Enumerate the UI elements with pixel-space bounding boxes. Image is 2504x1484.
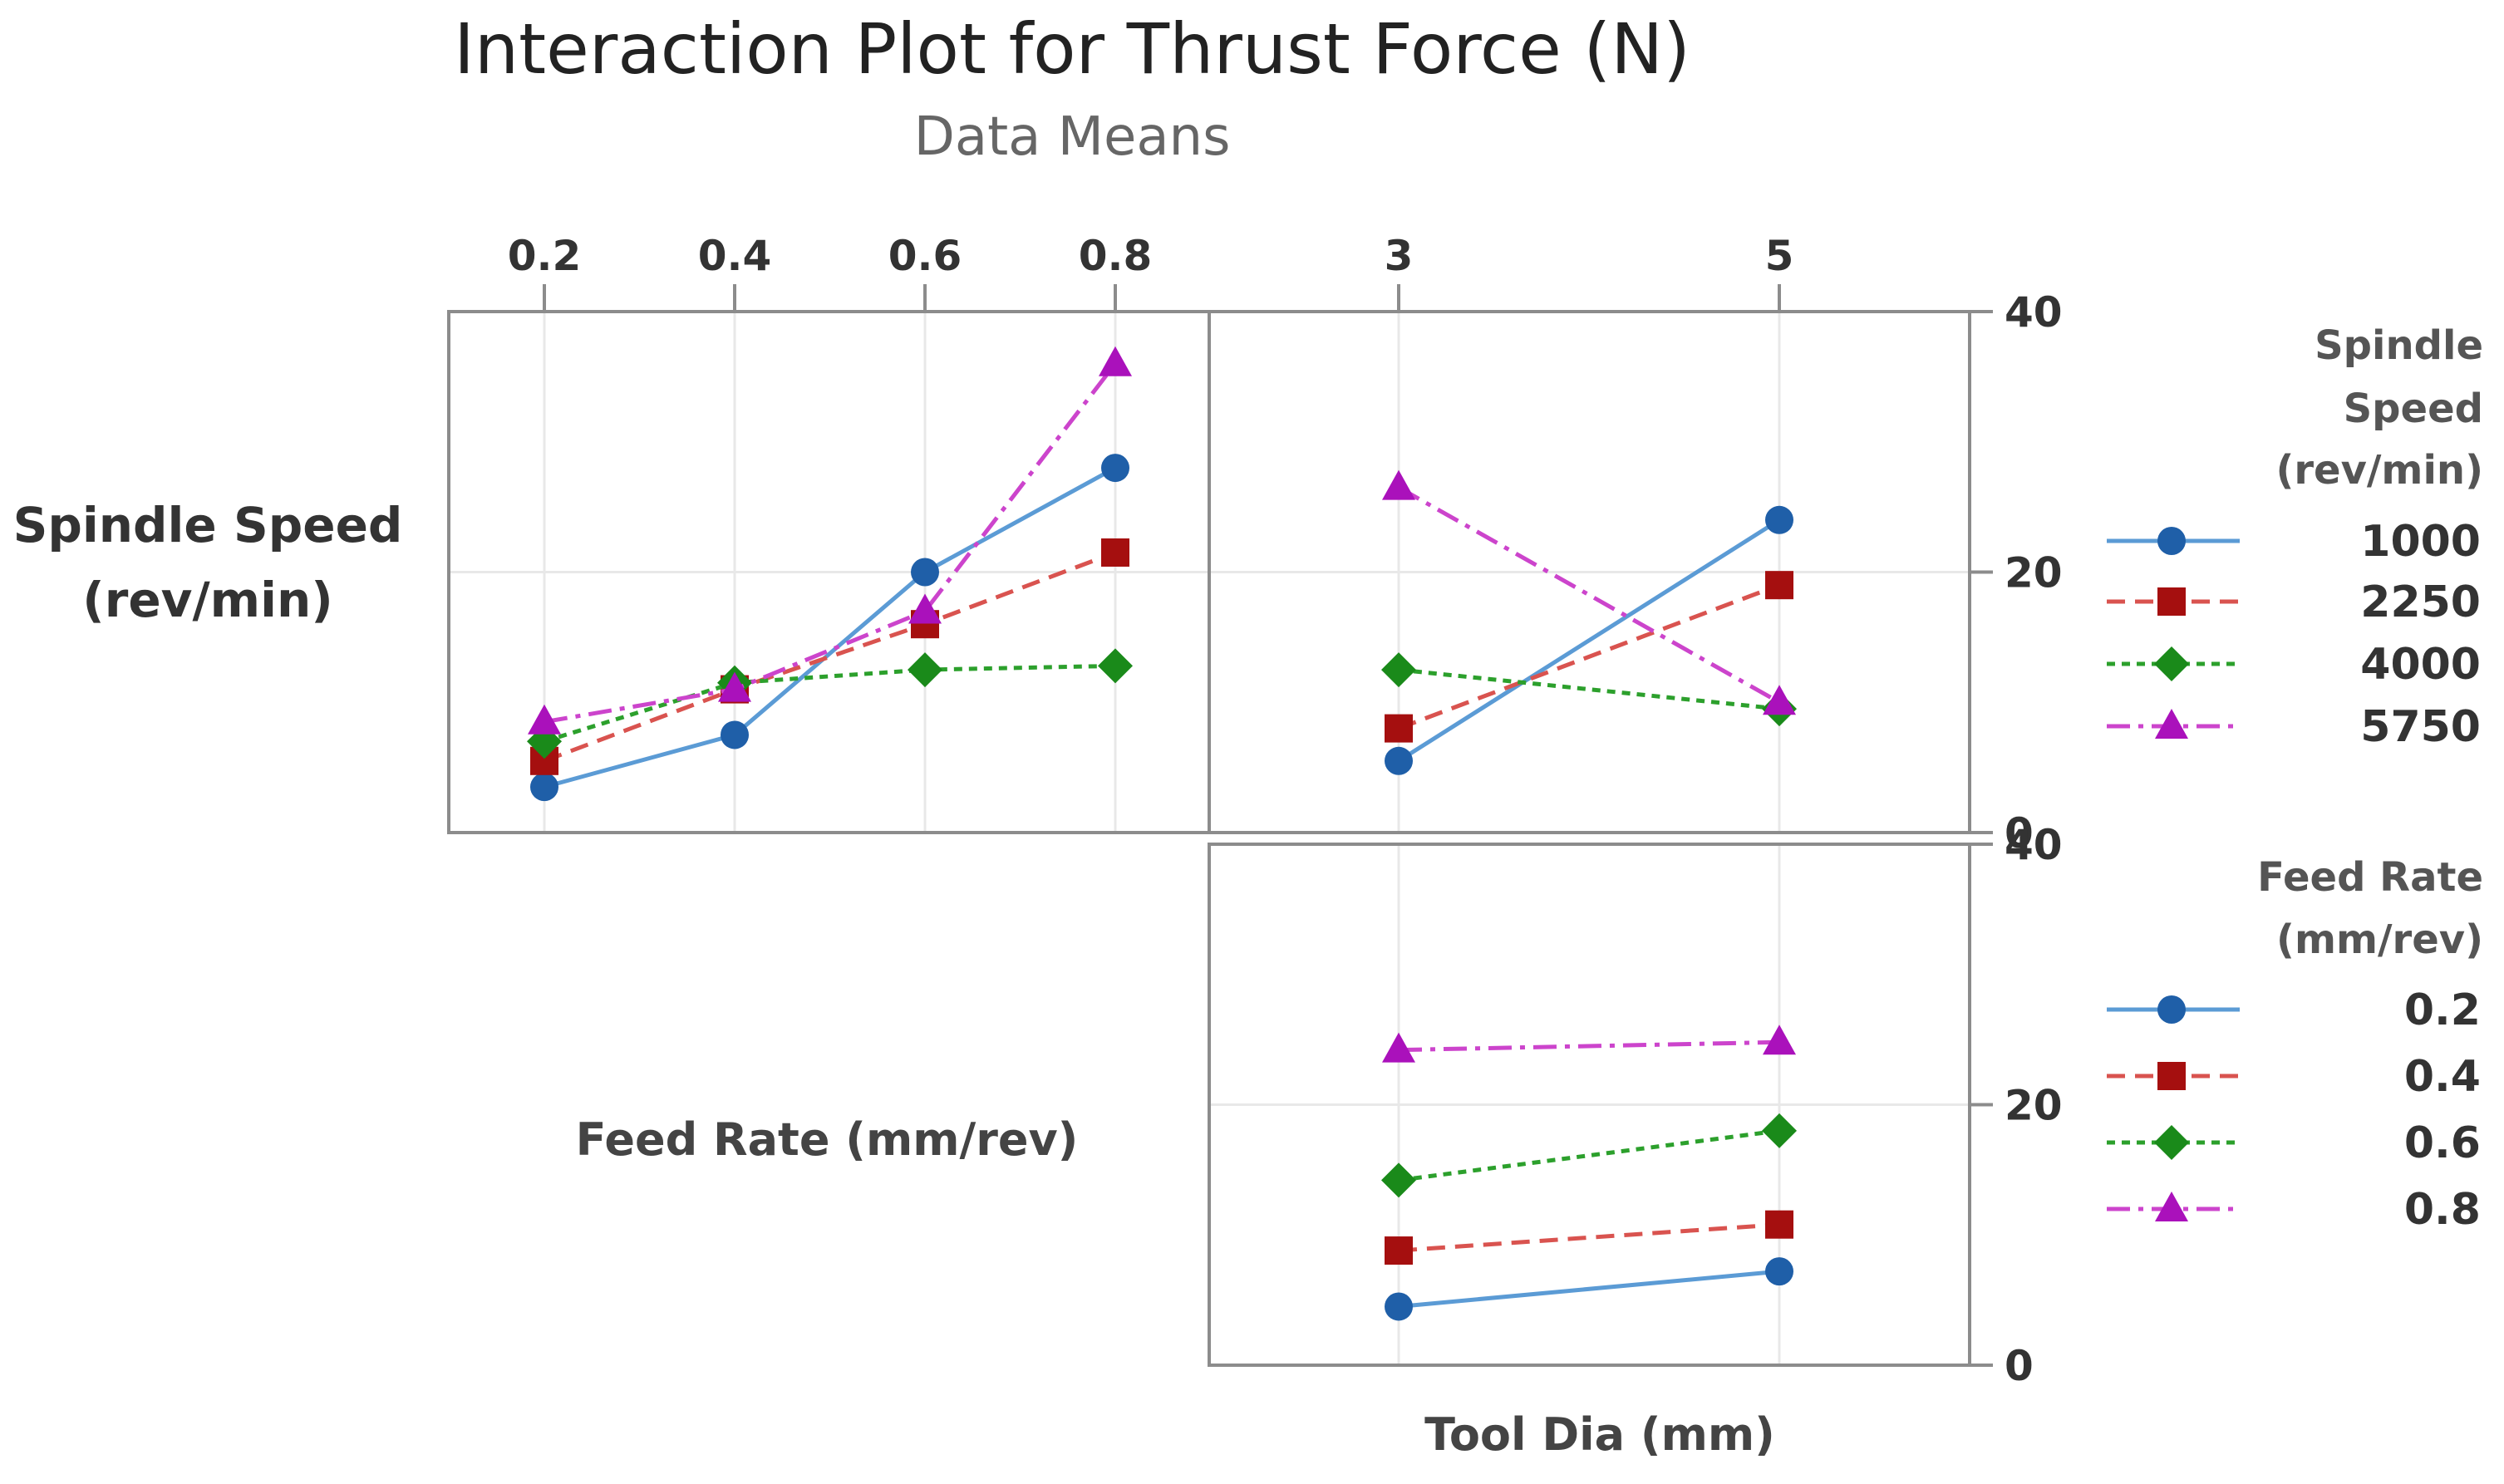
legend-entry-0.4: 0.4 [2404, 1052, 2481, 1102]
row-label-feed-rate: Feed Rate (mm/rev) [576, 1113, 1079, 1166]
legends: Spindle Speed (rev/min) 1000 2250 4000 5750 Fee… [2107, 322, 2483, 1235]
data-point-4000 [908, 652, 942, 688]
series-line-2250 [1398, 582, 1780, 730]
data-point-5750 [528, 704, 561, 735]
series-line-4000 [544, 663, 1116, 744]
data-point-2250 [1765, 571, 1793, 600]
chart-title: Interaction Plot for Thrust Force (N) [454, 8, 1690, 90]
y-tick-label: 20 [2005, 1082, 2063, 1130]
data-point-5750 [908, 593, 942, 624]
data-point-4000 [1381, 652, 1416, 688]
legend-marker-0.4 [2157, 1062, 2186, 1090]
data-point-0.8 [1763, 1025, 1796, 1055]
legend-title: (mm/rev) [2276, 916, 2483, 963]
legend-title: Feed Rate [2257, 854, 2483, 901]
y-tick-label: 0 [2005, 1342, 2034, 1390]
legend-marker-1000 [2157, 527, 2186, 555]
series-line-0.2 [1398, 1269, 1780, 1309]
series-line-5750 [1397, 485, 1781, 705]
series-line-5750 [544, 362, 1117, 725]
series-line-0.8 [1398, 1039, 1780, 1053]
x-tick-feed-rate: 0.2 [508, 232, 582, 280]
data-point-0.6 [1762, 1113, 1797, 1148]
data-point-5750 [1099, 346, 1132, 376]
data-point-0.6 [1381, 1162, 1416, 1198]
panel-spindle_vs_tooldia [1208, 310, 1971, 834]
series-line-1000 [1397, 518, 1781, 763]
x-axis-title-tool-dia: Tool Dia (mm) [1424, 1408, 1775, 1461]
x-tick-feed-rate: 0.8 [1079, 232, 1153, 280]
legend-1: Feed Rate (mm/rev) 0.2 0.4 0.6 0.8 [2107, 854, 2483, 1235]
data-point-5750 [1382, 469, 1415, 500]
series-line-1000 [544, 465, 1117, 789]
data-point-0.4 [1765, 1210, 1793, 1239]
x-tick-tool-dia: 5 [1765, 232, 1794, 280]
data-point-1000 [530, 773, 558, 802]
legend-marker-2250 [2157, 587, 2186, 616]
legend-entry-5750: 5750 [2360, 702, 2481, 752]
legend-marker-0.2 [2157, 995, 2186, 1024]
y-tick-label: 40 [2005, 821, 2063, 869]
y-tick-label: 40 [2005, 288, 2063, 337]
data-point-1000 [1765, 505, 1793, 534]
legend-entry-0.6: 0.6 [2404, 1118, 2481, 1168]
x-tick-feed-rate: 0.6 [888, 232, 962, 280]
data-point-0.2 [1765, 1257, 1793, 1286]
legend-entry-4000: 4000 [2360, 640, 2481, 690]
legend-marker-0.8 [2155, 1192, 2188, 1221]
legend-entry-0.8: 0.8 [2404, 1185, 2481, 1235]
data-point-0.8 [1382, 1032, 1415, 1063]
legend-marker-5750 [2155, 709, 2188, 739]
data-point-4000 [1098, 648, 1133, 684]
series-line-2250 [544, 550, 1116, 764]
data-point-5750 [1763, 685, 1796, 715]
data-point-1000 [721, 720, 749, 749]
data-point-5750 [718, 671, 751, 702]
data-point-0.4 [1385, 1236, 1413, 1265]
panels [447, 310, 1971, 1367]
row-label-spindle-speed-unit: (rev/min) [82, 572, 333, 628]
chart-subtitle: Data Means [914, 106, 1231, 168]
x-tick-tool-dia: 3 [1385, 232, 1414, 280]
data-point-1000 [1101, 454, 1129, 483]
legend-title: Speed [2344, 386, 2483, 432]
data-point-0.2 [1385, 1292, 1413, 1321]
row-label-spindle-speed: Spindle Speed [13, 497, 403, 553]
legend-entry-1000: 1000 [2360, 517, 2481, 567]
panel-feed_vs_tooldia [1208, 843, 1971, 1367]
series-line-4000 [1398, 667, 1780, 711]
y-tick-label: 0 [2005, 809, 2034, 857]
data-point-1000 [911, 558, 939, 587]
legend-entry-2250: 2250 [2360, 577, 2481, 627]
x-tick-feed-rate: 0.4 [698, 232, 772, 280]
data-point-1000 [1385, 746, 1413, 775]
data-point-2250 [1385, 714, 1413, 743]
y-tick-label: 20 [2005, 549, 2063, 597]
data-point-2250 [1101, 538, 1129, 567]
panel-spindle_vs_feed [447, 310, 1211, 834]
legend-entry-0.2: 0.2 [2404, 985, 2481, 1035]
legend-title: (rev/min) [2275, 447, 2483, 494]
legend-title: Spindle [2315, 322, 2483, 369]
legend-0: Spindle Speed (rev/min) 1000 2250 4000 5750 [2107, 322, 2483, 752]
series-line-0.6 [1398, 1128, 1780, 1182]
legend-marker-0.6 [2154, 1125, 2189, 1160]
series-line-0.4 [1398, 1222, 1780, 1253]
legend-marker-4000 [2154, 646, 2189, 681]
